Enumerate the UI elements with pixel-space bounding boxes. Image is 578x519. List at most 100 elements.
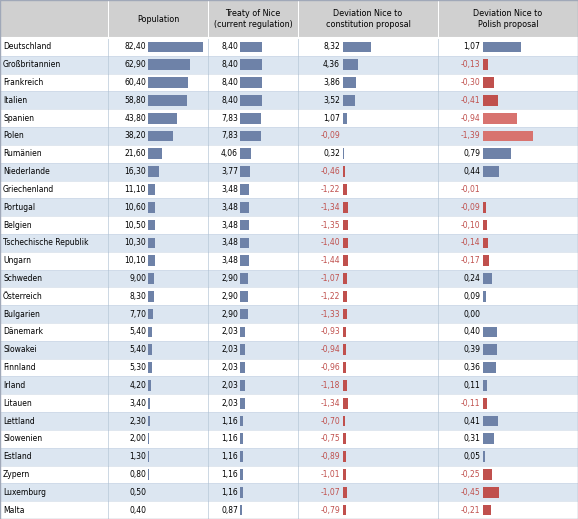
Text: 0,39: 0,39 [463, 345, 480, 354]
Bar [148, 184, 155, 195]
Text: Niederlande: Niederlande [3, 167, 50, 176]
Text: Slowenien: Slowenien [3, 434, 42, 443]
Text: 62,90: 62,90 [124, 60, 146, 69]
Text: Ungarn: Ungarn [3, 256, 31, 265]
Bar [483, 59, 488, 70]
Bar [240, 273, 247, 284]
Bar [483, 362, 496, 373]
Text: 0,31: 0,31 [463, 434, 480, 443]
Bar [483, 273, 492, 284]
Text: 3,48: 3,48 [221, 256, 238, 265]
Bar [343, 113, 347, 124]
Bar [483, 166, 499, 177]
Text: 4,06: 4,06 [221, 149, 238, 158]
Bar [343, 380, 347, 391]
Bar [148, 433, 149, 444]
Bar [343, 255, 348, 266]
Bar [148, 362, 151, 373]
Text: 8,40: 8,40 [221, 43, 238, 51]
Bar [0, 181, 578, 198]
Bar [343, 505, 346, 515]
Bar [483, 326, 498, 337]
Bar [483, 380, 487, 391]
Bar [0, 198, 578, 216]
Text: Litauen: Litauen [3, 399, 32, 408]
Text: 1,16: 1,16 [221, 488, 238, 497]
Bar [483, 131, 533, 141]
Text: Luxemburg: Luxemburg [3, 488, 46, 497]
Bar [240, 309, 247, 320]
Text: -0,94: -0,94 [460, 114, 480, 122]
Bar [240, 95, 262, 106]
Bar [0, 38, 578, 56]
Text: Rumänien: Rumänien [3, 149, 42, 158]
Bar [483, 148, 512, 159]
Bar [0, 323, 578, 341]
Text: 0,36: 0,36 [463, 363, 480, 372]
Text: -0,10: -0,10 [460, 221, 480, 229]
Text: 0,05: 0,05 [463, 452, 480, 461]
Text: -0,96: -0,96 [320, 363, 340, 372]
Text: -1,07: -1,07 [320, 274, 340, 283]
Bar [148, 113, 177, 124]
Bar [343, 469, 346, 480]
Text: 8,30: 8,30 [129, 292, 146, 301]
Text: 1,16: 1,16 [221, 452, 238, 461]
Text: Frankreich: Frankreich [3, 78, 43, 87]
Text: 10,10: 10,10 [124, 256, 146, 265]
Text: 7,83: 7,83 [221, 131, 238, 141]
Text: -1,01: -1,01 [320, 470, 340, 479]
Bar [343, 42, 371, 52]
Bar [148, 452, 149, 462]
Text: -0,13: -0,13 [460, 60, 480, 69]
Text: -0,70: -0,70 [320, 417, 340, 426]
Text: 0,40: 0,40 [463, 327, 480, 336]
Text: -1,18: -1,18 [321, 381, 340, 390]
Bar [240, 148, 251, 159]
Bar [148, 95, 187, 106]
Bar [208, 0, 209, 38]
Text: 0,11: 0,11 [463, 381, 480, 390]
Bar [343, 487, 347, 498]
Bar [148, 148, 162, 159]
Text: Tschechische Republik: Tschechische Republik [3, 238, 88, 248]
Text: Italien: Italien [3, 96, 27, 105]
Bar [0, 252, 578, 269]
Text: -0,45: -0,45 [460, 488, 480, 497]
Bar [148, 416, 150, 427]
Bar [483, 452, 485, 462]
Text: 21,60: 21,60 [124, 149, 146, 158]
Text: -0,25: -0,25 [460, 470, 480, 479]
Bar [343, 291, 347, 302]
Text: 1,07: 1,07 [463, 43, 480, 51]
Bar [240, 505, 242, 515]
Text: 2,03: 2,03 [221, 399, 238, 408]
Text: 0,00: 0,00 [463, 310, 480, 319]
Text: 3,77: 3,77 [221, 167, 238, 176]
Text: 0,24: 0,24 [463, 274, 480, 283]
Bar [343, 95, 355, 106]
Text: -1,33: -1,33 [320, 310, 340, 319]
Bar [343, 309, 347, 320]
Text: 7,83: 7,83 [221, 114, 238, 122]
Bar [240, 487, 243, 498]
Text: -1,34: -1,34 [320, 399, 340, 408]
Bar [343, 166, 344, 177]
Text: 1,30: 1,30 [129, 452, 146, 461]
Bar [483, 238, 488, 248]
Bar [483, 95, 498, 106]
Text: 3,48: 3,48 [221, 238, 238, 248]
Bar [0, 74, 578, 91]
Text: 2,00: 2,00 [129, 434, 146, 443]
Text: 0,50: 0,50 [129, 488, 146, 497]
Text: Großbritannien: Großbritannien [3, 60, 61, 69]
Bar [0, 466, 578, 483]
Text: 8,40: 8,40 [221, 60, 238, 69]
Text: Deviation Nice to
constitution proposal: Deviation Nice to constitution proposal [325, 9, 410, 29]
Bar [483, 345, 497, 355]
Bar [240, 166, 250, 177]
Text: 0,87: 0,87 [221, 506, 238, 515]
Text: Portugal: Portugal [3, 203, 35, 212]
Bar [240, 77, 262, 88]
Bar [148, 326, 151, 337]
